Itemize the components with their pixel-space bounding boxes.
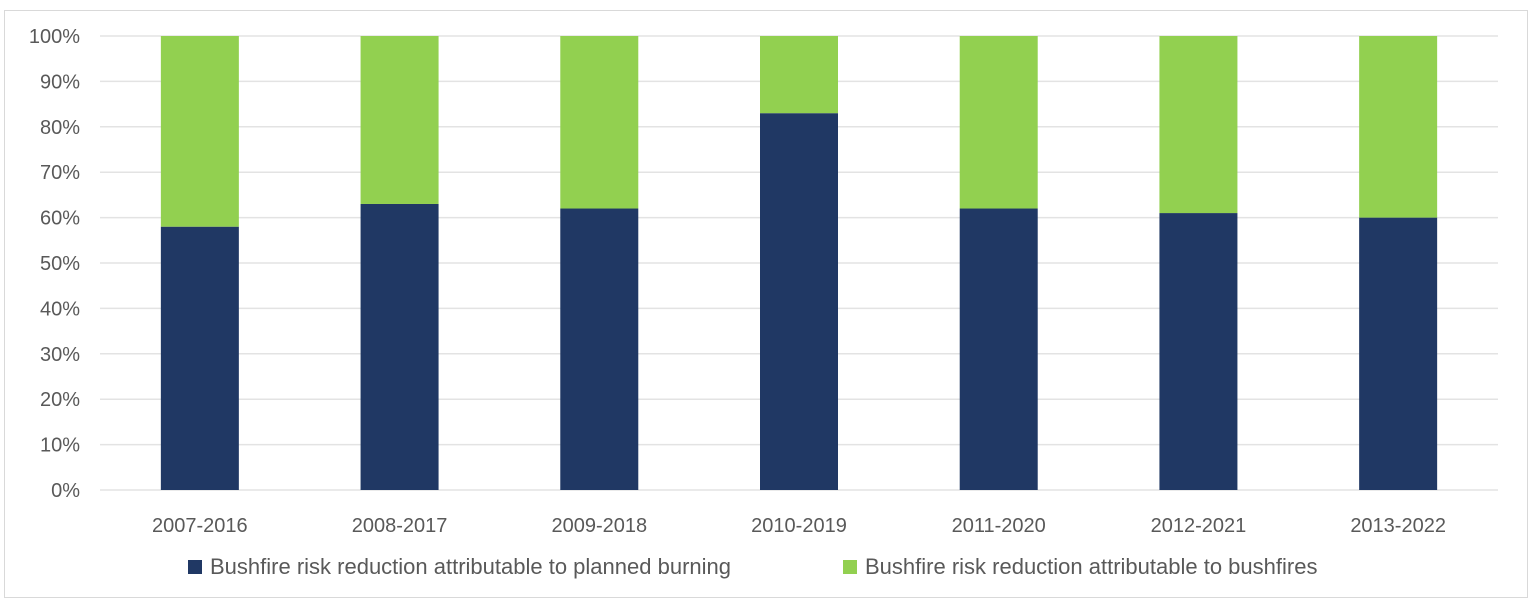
x-tick-label: 2007-2016 [152, 515, 248, 537]
x-tick-label: 2009-2018 [551, 515, 647, 537]
bar-bushfires [1159, 36, 1238, 214]
y-tick-label: 30% [40, 344, 80, 366]
legend-label-bushfires: Bushfire risk reduction attributable to … [865, 554, 1318, 579]
bar-bushfires [760, 36, 838, 114]
bar-planned-burning [160, 226, 239, 490]
y-tick-label: 20% [40, 389, 80, 411]
legend: Bushfire risk reduction attributable to … [0, 550, 1536, 584]
bars [160, 36, 1438, 491]
y-tick-label: 0% [51, 480, 80, 502]
legend-swatch-bushfires [843, 560, 857, 574]
bar-planned-burning [959, 208, 1038, 490]
bar-planned-burning [1359, 217, 1438, 490]
x-axis-tick-labels: 2007-2016 2008-2017 2009-2018 2010-2019 2011… [152, 515, 1446, 537]
legend-label-planned-burning: Bushfire risk reduction attributable to … [210, 554, 731, 579]
y-tick-label: 80% [40, 117, 80, 139]
bar-bushfires [560, 36, 639, 209]
legend-item-planned-burning: Bushfire risk reduction attributable to … [188, 550, 731, 584]
x-tick-label: 2012-2021 [1151, 515, 1247, 537]
y-tick-label: 10% [40, 435, 80, 457]
bar-planned-burning [560, 208, 639, 490]
y-axis-tick-labels: 0% 10% 20% 30% 40% 50% 60% 70% 80% 90% 100% [29, 26, 80, 502]
bar-bushfires [160, 36, 239, 227]
legend-item-bushfires: Bushfire risk reduction attributable to … [843, 550, 1317, 584]
x-tick-label: 2013-2022 [1350, 515, 1446, 537]
y-tick-label: 50% [40, 253, 80, 275]
bar-planned-burning [760, 113, 838, 491]
y-tick-label: 90% [40, 71, 80, 93]
bar-bushfires [959, 36, 1038, 209]
x-tick-label: 2008-2017 [352, 515, 448, 537]
bar-bushfires [360, 36, 439, 204]
bar-planned-burning [360, 203, 439, 491]
x-tick-label: 2011-2020 [952, 515, 1046, 537]
bar-planned-burning [1159, 213, 1238, 490]
y-tick-label: 60% [40, 208, 80, 230]
y-tick-label: 70% [40, 162, 80, 184]
bar-bushfires [1359, 36, 1438, 218]
y-tick-label: 100% [29, 26, 80, 48]
legend-swatch-planned-burning [188, 560, 202, 574]
y-tick-label: 40% [40, 298, 80, 320]
x-tick-label: 2010-2019 [751, 515, 847, 537]
